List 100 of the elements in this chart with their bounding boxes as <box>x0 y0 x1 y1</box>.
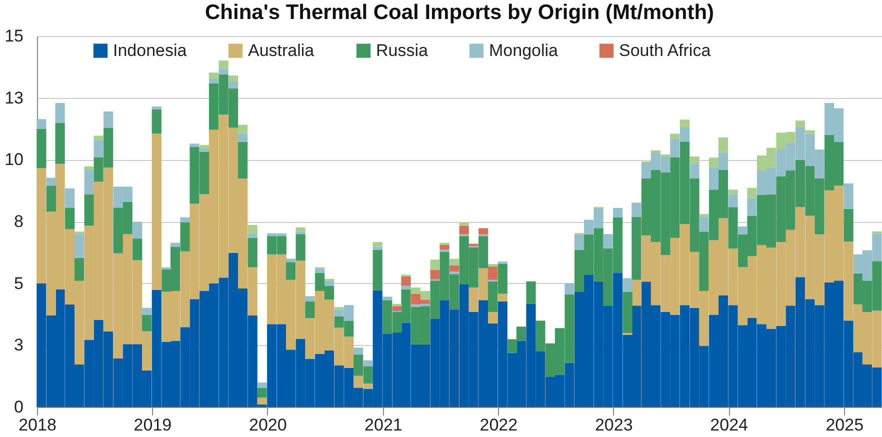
bar <box>430 260 440 270</box>
bar <box>132 222 142 239</box>
bar <box>46 186 56 212</box>
x-tick-label: 2019 <box>134 416 172 434</box>
bar <box>190 144 200 148</box>
bar <box>200 148 210 152</box>
bar <box>708 158 719 168</box>
bar <box>46 178 56 186</box>
y-tick-label: 0 <box>14 398 24 416</box>
bar <box>208 78 219 84</box>
bar <box>132 238 142 260</box>
bar <box>680 120 690 128</box>
x-tick-label: 2022 <box>480 416 518 434</box>
bar <box>74 234 84 258</box>
legend-label: South Africa <box>619 40 712 60</box>
bar <box>142 308 152 315</box>
bar <box>449 272 460 274</box>
bar <box>382 296 392 300</box>
bar <box>208 72 219 79</box>
bar <box>305 296 315 302</box>
bar <box>718 137 728 152</box>
bar <box>670 134 680 138</box>
bar <box>728 194 738 208</box>
bar <box>238 124 248 134</box>
bar <box>55 123 65 164</box>
bar <box>632 202 642 218</box>
x-tick-label: 2024 <box>710 416 748 434</box>
bar <box>142 314 152 332</box>
bar <box>248 238 258 268</box>
bar <box>795 120 806 128</box>
bar <box>872 231 882 234</box>
bar <box>372 246 382 250</box>
bar <box>363 360 373 366</box>
bar <box>74 232 84 234</box>
bar <box>84 166 94 170</box>
bar <box>305 301 315 318</box>
x-tick-label: 2020 <box>249 416 287 434</box>
bar <box>478 228 488 234</box>
bar <box>372 242 382 247</box>
bar <box>449 258 460 266</box>
x-tick-label: 2025 <box>826 416 864 434</box>
bar <box>728 190 738 194</box>
bar <box>200 145 210 149</box>
bar <box>104 111 114 128</box>
bar <box>36 119 46 129</box>
bar <box>613 208 623 218</box>
bar <box>498 294 508 302</box>
legend-label: Russia <box>376 40 429 60</box>
bar <box>152 109 162 134</box>
legend-label: Indonesia <box>113 40 188 60</box>
bar <box>372 250 382 290</box>
bar <box>844 208 854 242</box>
bar <box>440 244 450 250</box>
bar <box>238 133 248 142</box>
x-tick-label: 2021 <box>364 416 402 434</box>
bar <box>55 103 65 124</box>
bar <box>401 276 411 286</box>
bar <box>430 270 440 280</box>
bar <box>257 388 267 398</box>
bar <box>296 232 306 234</box>
bar <box>401 286 411 290</box>
bar <box>459 226 469 234</box>
bar <box>564 283 574 294</box>
bar <box>74 258 84 281</box>
bar <box>392 306 402 312</box>
bar <box>315 268 325 273</box>
legend-label: Mongolia <box>489 40 559 60</box>
bar <box>622 278 632 292</box>
bar <box>603 234 613 248</box>
bar <box>738 226 748 234</box>
bar <box>65 188 75 208</box>
bar <box>152 134 162 290</box>
bar <box>449 265 460 272</box>
y-tick-label: 13 <box>4 88 24 108</box>
bar <box>296 234 306 261</box>
y-tick-label: 3 <box>14 336 24 355</box>
bar <box>747 198 757 216</box>
x-tick-label: 2023 <box>594 416 633 434</box>
bar <box>228 76 238 82</box>
bar <box>218 60 228 68</box>
bar <box>248 233 258 238</box>
bar <box>690 164 700 178</box>
y-tick-label: 15 <box>4 26 24 46</box>
chart-title: China's Thermal Coal Imports by Origin (Mt/month) <box>204 1 714 24</box>
bar <box>296 227 306 232</box>
bar <box>488 264 498 267</box>
bar <box>459 222 469 226</box>
bar <box>94 140 104 158</box>
bar <box>699 214 709 218</box>
bar <box>324 280 334 286</box>
bar <box>622 292 632 334</box>
bar <box>180 217 190 222</box>
bar <box>65 208 75 230</box>
bar <box>36 128 46 168</box>
y-tick-label: 5 <box>14 274 24 293</box>
bar <box>498 262 508 264</box>
bar <box>257 398 267 405</box>
y-tick-label: 8 <box>14 212 24 231</box>
legend-label: Australia <box>248 40 315 60</box>
bar <box>690 156 700 164</box>
